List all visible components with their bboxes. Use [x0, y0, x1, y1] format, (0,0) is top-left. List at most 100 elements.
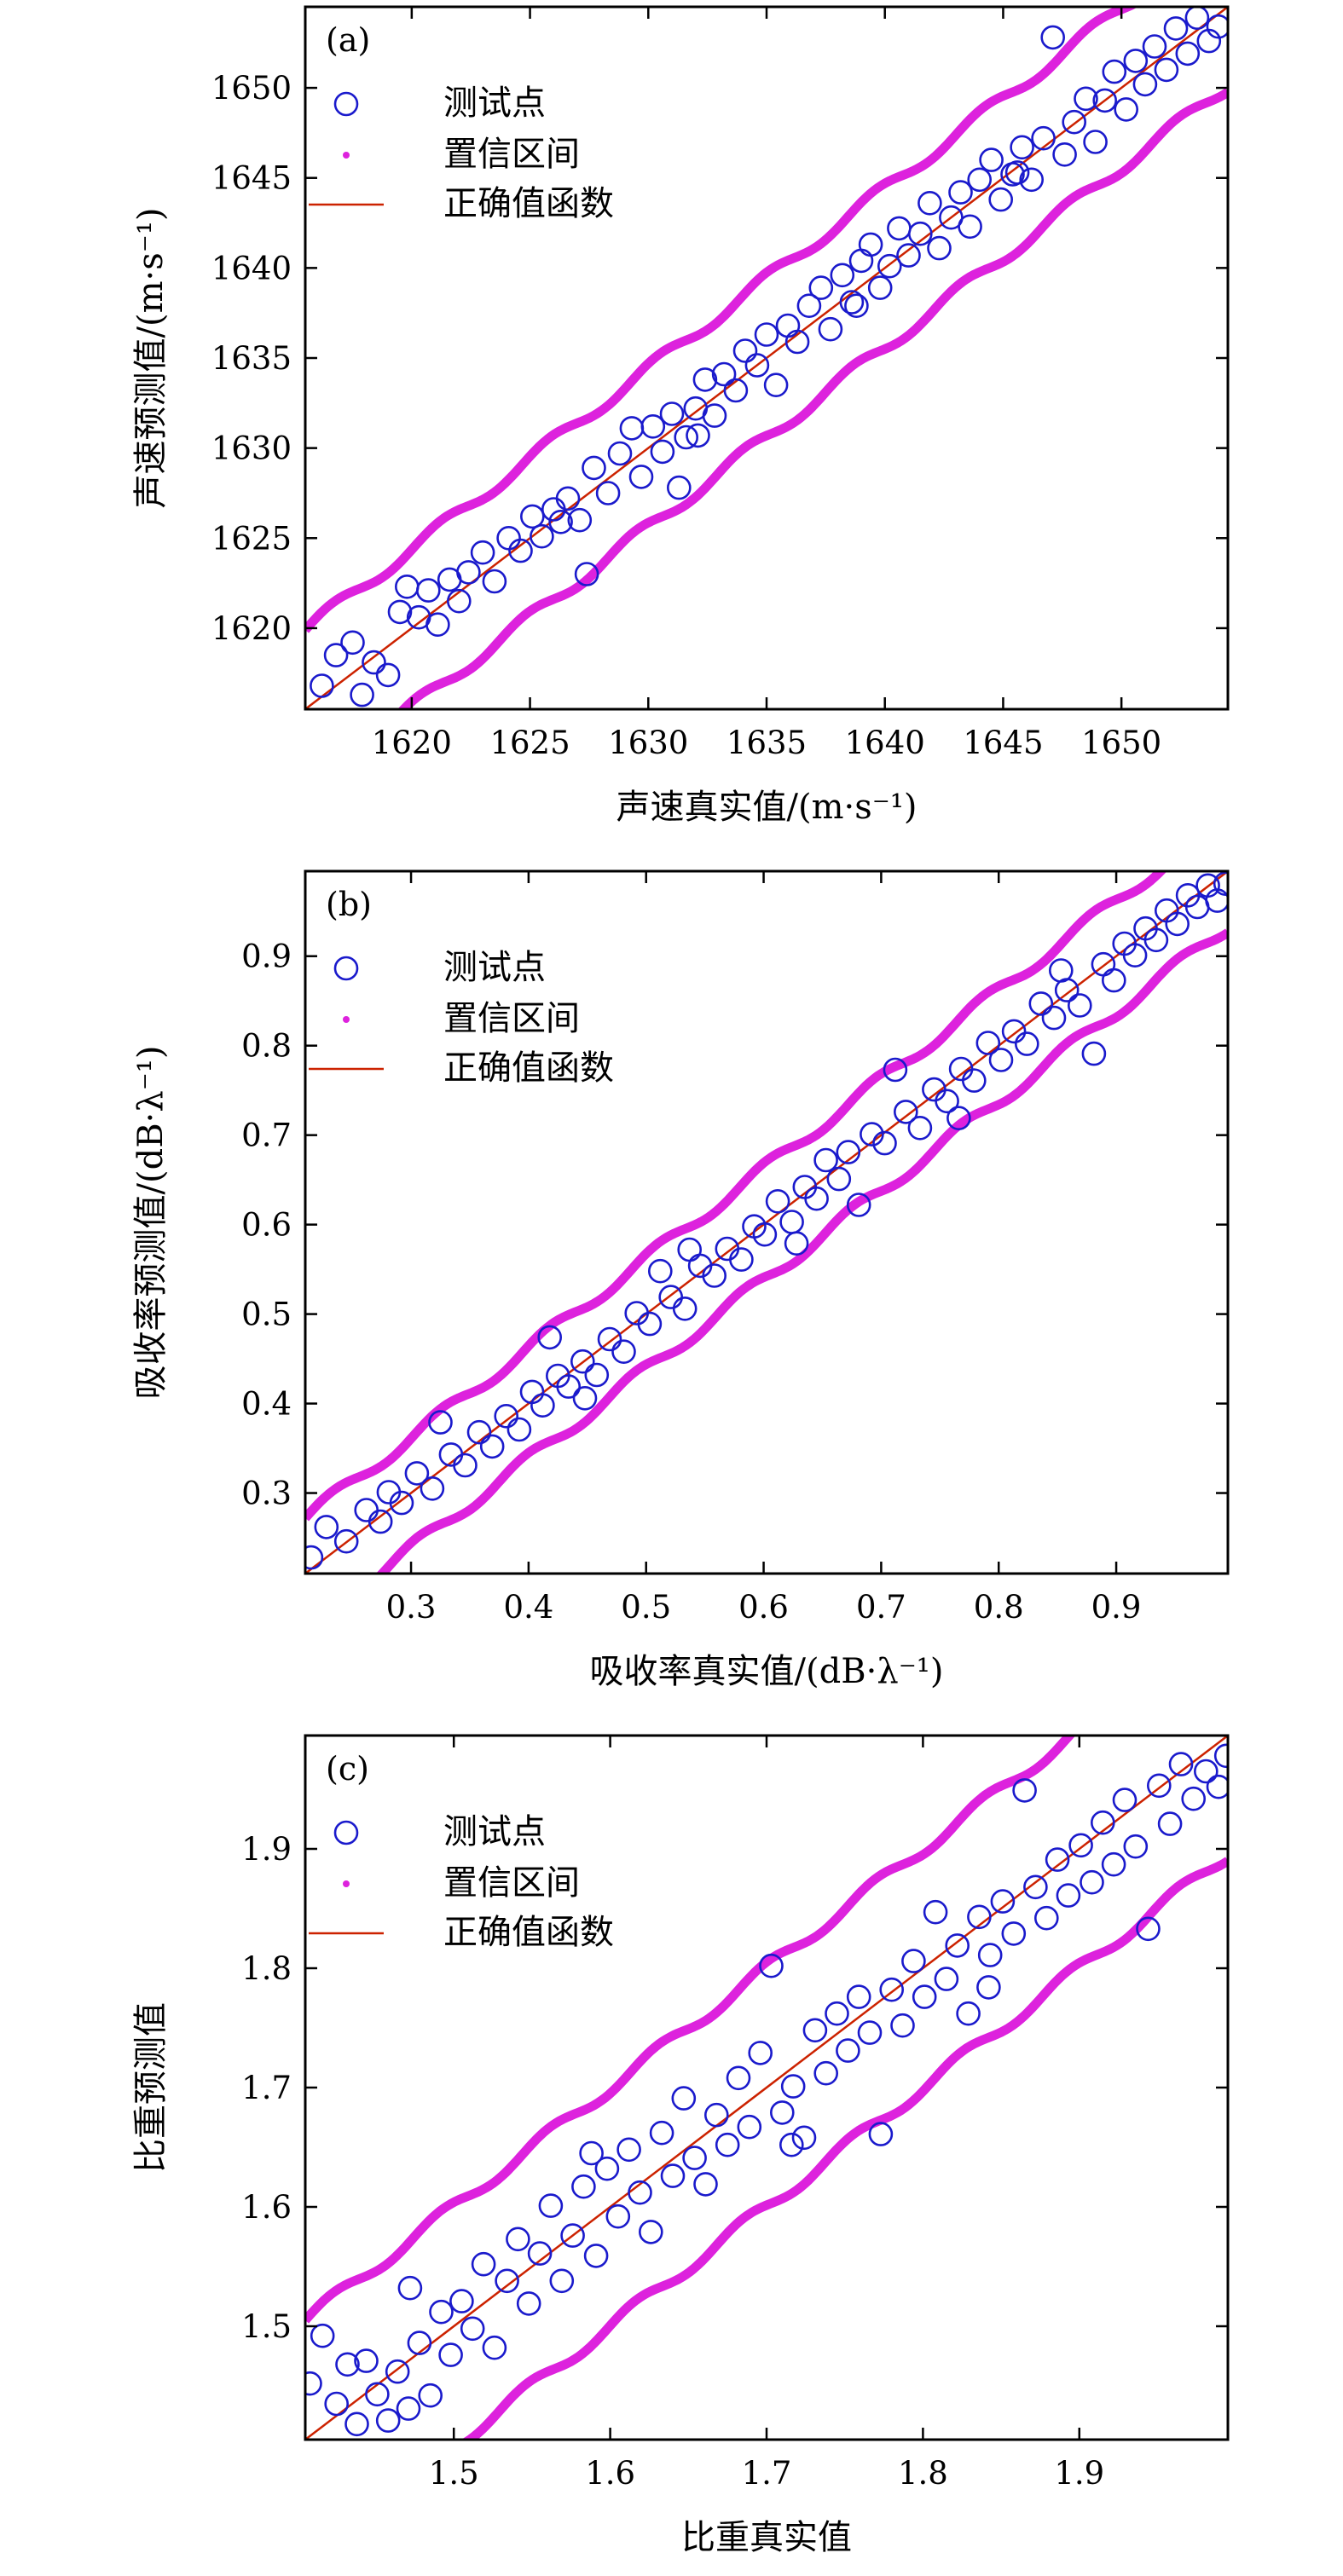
data-point — [1168, 1752, 1194, 1776]
data-point — [715, 1236, 740, 1262]
data-point — [1213, 871, 1228, 896]
confidence-bound-lower — [397, 88, 1228, 709]
y-tick-label: 1630 — [211, 430, 292, 467]
data-point — [1206, 1774, 1228, 1799]
data-point — [1181, 1786, 1206, 1811]
data-point — [779, 1210, 804, 1234]
confidence-bound-lower — [460, 1857, 1228, 2440]
data-point — [1206, 14, 1228, 39]
legend-label: 测试点 — [443, 1812, 546, 1851]
data-point — [808, 275, 834, 300]
data-point — [527, 2241, 553, 2266]
data-point — [1147, 1773, 1172, 1799]
data-point — [365, 2382, 390, 2407]
data-point — [818, 316, 843, 342]
data-point — [595, 481, 621, 505]
data-point — [530, 523, 554, 549]
data-point — [508, 538, 533, 563]
data-point — [479, 1434, 505, 1459]
data-point — [883, 1057, 908, 1083]
data-point — [1010, 135, 1034, 160]
data-point — [784, 329, 810, 355]
data-point — [482, 2335, 507, 2360]
data-point — [867, 275, 893, 300]
data-point — [976, 1975, 1001, 2000]
data-point — [907, 1116, 933, 1141]
legend-label: 测试点 — [443, 84, 546, 123]
data-point — [649, 2120, 674, 2146]
data-point — [619, 416, 645, 441]
data-point — [872, 1130, 897, 1156]
data-point — [702, 403, 727, 428]
x-tick-label: 1650 — [1081, 725, 1161, 761]
data-point — [333, 1528, 359, 1554]
data-point — [887, 216, 912, 241]
data-point — [848, 248, 874, 274]
y-tick-label: 0.5 — [241, 1297, 292, 1333]
data-point — [1102, 967, 1126, 993]
data-point — [1175, 41, 1201, 66]
data-point — [775, 313, 801, 338]
data-point — [314, 1515, 339, 1539]
x-tick-label: 1.5 — [429, 2455, 479, 2492]
data-point — [744, 353, 770, 378]
data-point — [836, 1140, 861, 1164]
data-point — [693, 2172, 718, 2197]
data-point — [516, 2291, 541, 2316]
data-point — [1123, 1834, 1149, 1859]
data-point — [647, 1258, 673, 1284]
legend-marker-circle — [333, 956, 359, 981]
data-point — [988, 1048, 1014, 1072]
data-point — [879, 1977, 904, 2002]
data-point — [1091, 1810, 1115, 1835]
data-point — [912, 1984, 937, 2009]
data-point — [846, 1193, 871, 1217]
data-point — [1004, 160, 1030, 185]
data-point — [362, 650, 386, 675]
data-point — [901, 1949, 926, 1973]
confidence-bound-upper — [305, 871, 1167, 1522]
data-point — [1080, 1869, 1104, 1895]
legend-label: 置信区间 — [443, 135, 580, 174]
data-point — [1041, 1005, 1067, 1031]
x-tick-label: 1.7 — [742, 2455, 792, 2492]
data-point — [324, 2391, 350, 2417]
data-point — [428, 1410, 453, 1435]
data-point — [836, 2038, 860, 2063]
data-point — [763, 373, 789, 398]
data-point — [537, 1325, 563, 1350]
data-point — [449, 2289, 474, 2313]
y-tick-label: 1625 — [211, 520, 292, 557]
y-tick-label: 0.8 — [241, 1028, 292, 1065]
data-point — [340, 630, 365, 656]
panel-tag: (c) — [326, 1750, 369, 1788]
data-point — [617, 2137, 641, 2163]
data-point — [385, 2359, 410, 2384]
data-point — [387, 599, 413, 625]
data-point — [1028, 991, 1054, 1016]
data-point — [583, 2244, 609, 2268]
data-point — [1213, 1743, 1228, 1769]
confidence-bound-lower — [375, 928, 1228, 1574]
data-point — [572, 1386, 598, 1411]
data-point — [594, 2156, 620, 2181]
data-point — [1045, 1847, 1070, 1872]
data-point — [1112, 1788, 1137, 1812]
data-point — [607, 441, 633, 466]
data-point — [541, 497, 566, 522]
x-tick-label: 1630 — [608, 725, 688, 761]
data-point — [858, 232, 883, 257]
data-point — [310, 2323, 335, 2348]
data-point — [506, 2227, 530, 2252]
data-point — [958, 214, 982, 240]
data-point — [466, 1419, 492, 1445]
data-point — [796, 293, 822, 319]
y-axis-label: 声速预测值/(m·s⁻¹) — [131, 207, 171, 508]
legend-marker-dot — [343, 152, 350, 159]
legend-label: 置信区间 — [443, 1863, 580, 1903]
data-point — [780, 2074, 806, 2099]
data-point — [1015, 1031, 1039, 1056]
data-point — [628, 2180, 652, 2205]
